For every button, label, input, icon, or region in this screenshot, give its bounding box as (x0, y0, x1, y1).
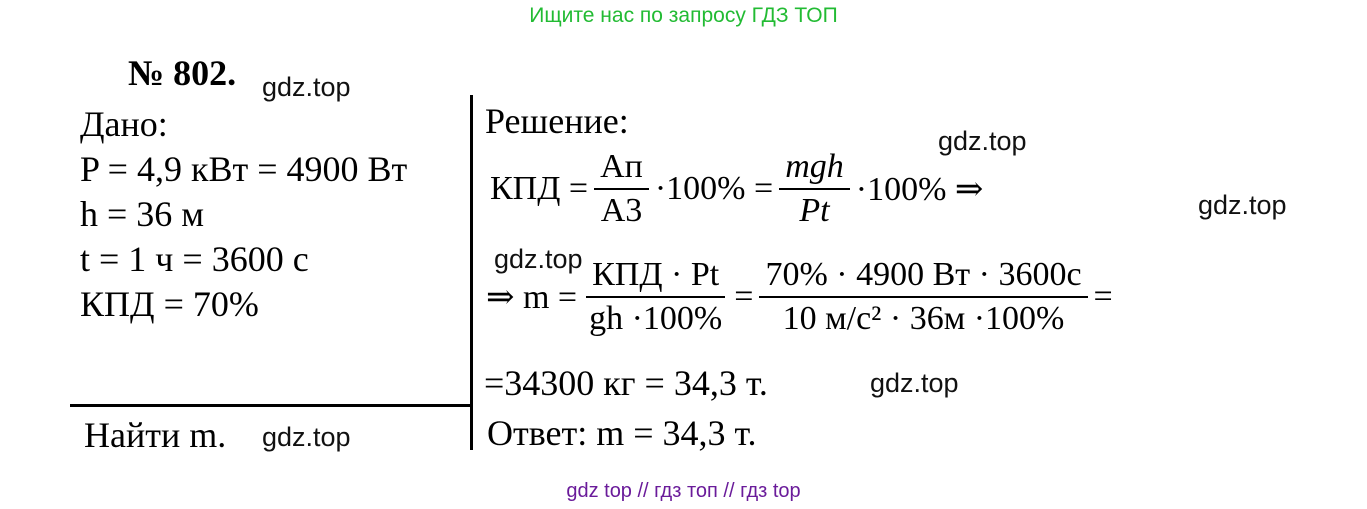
given-line-efficiency: КПД = 70% (80, 284, 259, 324)
fraction-denominator: gh ·100% (589, 300, 723, 337)
watermark: gdz.top (1198, 190, 1287, 220)
formula-1-tail: ·100% ⇒ (855, 171, 984, 208)
given-line-power: P = 4,9 кВт = 4900 Вт (80, 149, 408, 189)
top-banner: Ищите нас по запросу ГДЗ ТОП (529, 4, 838, 27)
fraction-work-ratio: Aп A3 (594, 148, 649, 230)
formula-1-mid: ·100% = (654, 170, 774, 207)
watermark: gdz.top (938, 126, 1027, 156)
fraction-numeric: 70% · 4900 Вт · 3600с 10 м/с² · 36м ·100… (759, 256, 1088, 338)
fraction-numerator: Aп (594, 148, 649, 190)
fraction-numerator: 70% · 4900 Вт · 3600с (759, 256, 1088, 298)
given-block: Дано: P = 4,9 кВт = 4900 Вт h = 36 м t =… (80, 102, 407, 327)
vertical-divider (470, 95, 473, 450)
fraction-denominator: A3 (600, 192, 643, 229)
answer-line: Ответ: m = 34,3 т. (487, 413, 757, 453)
result-line: =34300 кг = 34,3 т. (484, 363, 768, 403)
fraction-denominator: 10 м/с² · 36м ·100% (782, 300, 1065, 337)
given-heading: Дано: (80, 104, 168, 144)
equals-sign: = (1093, 278, 1113, 315)
equals-sign: = (734, 278, 754, 315)
watermark: gdz.top (262, 422, 351, 452)
fraction-mgh-pt: mgh Pt (779, 148, 850, 230)
watermark: gdz.top (870, 368, 959, 398)
solution-heading: Решение: (485, 101, 629, 141)
horizontal-divider (70, 404, 472, 407)
watermark: gdz.top (262, 72, 351, 102)
fraction-numerator: mgh (779, 148, 850, 190)
footer-links: gdz top // гдз топ // гдз top (566, 480, 801, 502)
fraction-numerator: КПД · Pt (586, 256, 726, 298)
given-line-time: t = 1 ч = 3600 с (80, 239, 309, 279)
formula-1-lhs: КПД = (490, 170, 589, 207)
formula-mass: ⇒ m = КПД · Pt gh ·100% = 70% · 4900 Вт … (486, 256, 1119, 338)
formula-2-lhs: ⇒ m = (486, 279, 578, 316)
fraction-symbolic: КПД · Pt gh ·100% (583, 256, 728, 338)
given-line-height: h = 36 м (80, 194, 205, 234)
fraction-denominator: Pt (799, 192, 830, 229)
problem-number: № 802. (128, 53, 237, 93)
watermark: gdz.top (494, 244, 583, 274)
formula-efficiency: КПД = Aп A3 ·100% = mgh Pt ·100% ⇒ (490, 148, 989, 230)
find-line: Найти m. (84, 415, 227, 455)
